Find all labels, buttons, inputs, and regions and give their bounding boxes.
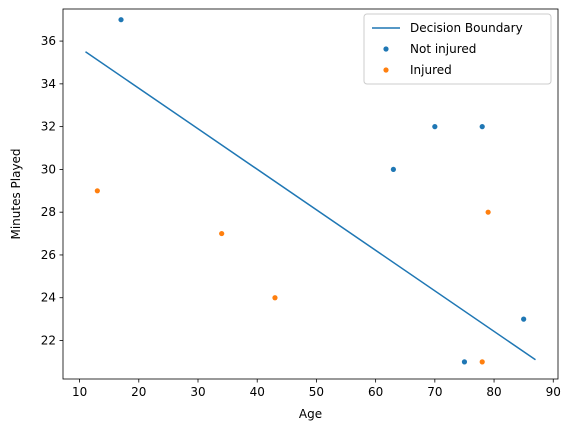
x-tick-label-30: 30 [190, 385, 205, 399]
chart-marks [85, 17, 536, 365]
x-axis-title: Age [299, 407, 322, 421]
y-tick-label-32: 32 [41, 120, 56, 134]
plot-frame [62, 8, 559, 380]
not-injured-point-1 [118, 17, 124, 23]
not-injured-point-5 [461, 359, 468, 365]
not-injured-point-2 [390, 166, 396, 173]
legend-decision-boundary-label: Decision Boundary [410, 21, 523, 35]
y-tick-label-26: 26 [41, 248, 56, 262]
injured-point-2 [219, 230, 225, 237]
y-axis-ticks: 22 24 26 28 30 32 34 36 [41, 34, 63, 348]
injured-point-1 [94, 188, 100, 194]
injured-point-4 [479, 359, 485, 365]
y-tick-label-36: 36 [41, 34, 56, 48]
legend-injured-label: Injured [410, 63, 452, 77]
x-tick-label-60: 60 [368, 385, 383, 399]
x-tick-label-80: 80 [486, 385, 501, 399]
legend-not-injured-label: Not injured [410, 42, 476, 56]
legend: Decision Boundary Not injured Injured [363, 13, 552, 85]
y-tick-label-28: 28 [41, 205, 56, 219]
not-injured-point-3 [432, 124, 438, 130]
injured-point-5 [485, 209, 491, 215]
not-injured-point-4 [479, 124, 485, 130]
injured-point-3 [272, 295, 278, 301]
y-tick-label-34: 34 [41, 77, 56, 91]
not-injured-point-6 [521, 316, 527, 322]
legend-box [363, 13, 552, 85]
y-axis-title: Minutes Played [9, 148, 23, 239]
x-tick-label-90: 90 [546, 385, 561, 399]
x-tick-label-20: 20 [131, 385, 146, 399]
legend-injured-swatch [383, 67, 389, 73]
x-tick-label-50: 50 [309, 385, 324, 399]
x-tick-label-10: 10 [72, 385, 87, 399]
y-tick-label-30: 30 [41, 162, 56, 176]
y-tick-label-22: 22 [41, 334, 56, 348]
decision-boundary-line [85, 51, 536, 361]
x-axis-ticks: 10 20 30 40 50 60 70 80 90 [72, 379, 561, 399]
x-tick-label-40: 40 [250, 385, 265, 399]
legend-not-injured-swatch [383, 46, 389, 52]
y-tick-label-24: 24 [41, 291, 56, 305]
x-tick-label-70: 70 [427, 385, 442, 399]
